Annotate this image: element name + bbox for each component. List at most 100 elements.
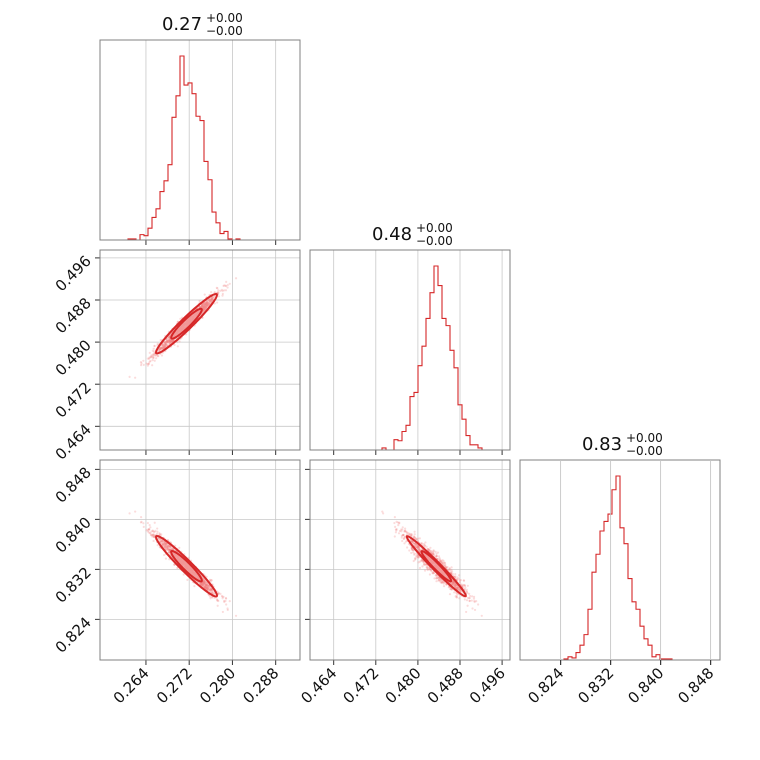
scatter-point	[163, 344, 166, 348]
scatter-point	[421, 559, 424, 562]
scatter-point	[169, 545, 172, 549]
scatter-point	[183, 564, 186, 567]
scatter-point	[187, 319, 190, 322]
scatter-point	[434, 565, 437, 568]
scatter-point	[168, 549, 171, 552]
scatter-point	[420, 559, 423, 563]
scatter-point	[190, 568, 193, 571]
scatter-point	[162, 541, 165, 544]
scatter-point	[148, 532, 151, 535]
scatter-point	[183, 324, 186, 327]
scatter-point	[152, 533, 155, 537]
scatter-point	[164, 341, 167, 344]
scatter-point	[176, 330, 179, 334]
scatter-point	[152, 533, 155, 536]
scatter-point	[160, 540, 163, 543]
scatter-point	[428, 559, 431, 562]
scatter-point	[441, 571, 444, 575]
scatter-point	[158, 537, 161, 540]
scatter-point	[444, 563, 447, 567]
scatter-point	[471, 595, 474, 598]
scatter-point	[191, 316, 194, 319]
scatter-point	[224, 597, 228, 600]
panel-title-minus: −0.00	[416, 234, 453, 248]
scatter-point	[203, 303, 207, 306]
scatter-point	[194, 313, 197, 316]
scatter-point	[190, 569, 193, 572]
scatter-point	[185, 565, 188, 568]
scatter-point	[191, 315, 194, 318]
scatter-point	[200, 582, 203, 586]
scatter-point	[203, 580, 206, 583]
scatter-point	[400, 536, 403, 539]
scatter-point	[183, 566, 186, 569]
scatter-point	[452, 583, 455, 586]
scatter-point	[183, 324, 186, 327]
scatter-point	[168, 546, 171, 549]
scatter-point	[200, 582, 203, 585]
scatter-point	[175, 554, 178, 557]
scatter-point	[431, 553, 435, 556]
scatter-point	[435, 565, 438, 568]
scatter-point	[194, 572, 197, 575]
scatter-point	[209, 589, 212, 592]
scatter-point	[437, 569, 440, 572]
scatter-point	[189, 319, 192, 322]
scatter-point	[212, 592, 216, 595]
scatter-point	[178, 327, 181, 330]
scatter-point	[442, 561, 445, 564]
scatter-point	[169, 339, 172, 342]
scatter-point	[206, 587, 209, 590]
scatter-point	[420, 558, 423, 562]
scatter-point	[188, 320, 191, 323]
scatter-point	[187, 564, 190, 567]
scatter-point	[190, 319, 194, 322]
scatter-point	[145, 529, 148, 532]
scatter-point	[208, 299, 211, 302]
scatter-point	[211, 296, 215, 300]
scatter-point	[192, 573, 195, 576]
scatter-point	[166, 545, 169, 548]
scatter-point	[188, 565, 191, 569]
scatter-point	[435, 574, 438, 578]
scatter-point	[437, 568, 441, 571]
scatter-point	[194, 313, 197, 317]
scatter-point	[440, 578, 443, 581]
scatter-point	[436, 568, 439, 571]
scatter-point	[413, 536, 416, 539]
scatter-point	[189, 320, 192, 323]
scatter-point	[413, 558, 417, 561]
scatter-point	[439, 568, 443, 572]
scatter-point	[162, 346, 165, 349]
scatter-point	[164, 343, 167, 346]
scatter-point	[189, 569, 193, 572]
scatter-point	[188, 565, 191, 568]
scatter-point	[430, 559, 433, 563]
scatter-point	[177, 555, 180, 559]
scatter-point	[183, 322, 186, 325]
scatter-point	[202, 581, 205, 584]
scatter-point	[435, 566, 438, 569]
scatter-point	[438, 558, 442, 561]
y-tick-label: 0.480	[52, 336, 95, 379]
scatter-point	[202, 302, 205, 305]
scatter-point	[426, 556, 429, 559]
scatter-point	[432, 549, 435, 552]
scatter-point	[191, 572, 194, 575]
scatter-point	[432, 561, 435, 564]
scatter-point	[207, 304, 210, 307]
scatter-point	[188, 569, 191, 572]
scatter-point	[202, 305, 205, 309]
scatter-point	[164, 543, 168, 546]
scatter-point	[192, 313, 195, 317]
scatter-point	[176, 558, 180, 561]
scatter-point	[450, 566, 453, 569]
scatter-point	[465, 610, 468, 614]
scatter-point	[186, 322, 189, 325]
scatter-point	[204, 306, 207, 309]
scatter-point	[460, 590, 463, 593]
scatter-point	[402, 537, 406, 540]
scatter-point	[186, 323, 189, 326]
scatter-point	[161, 343, 164, 346]
panel-title-plus: +0.00	[206, 11, 243, 25]
